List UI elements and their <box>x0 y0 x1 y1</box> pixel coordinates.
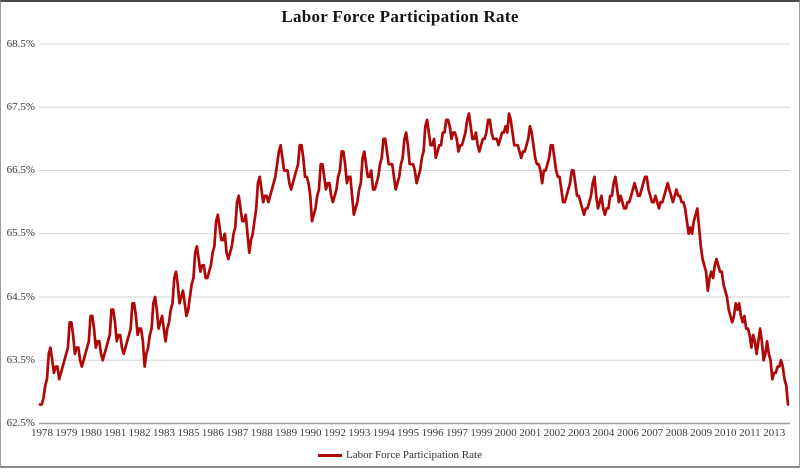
y-axis-tick-label: 65.5% <box>6 227 35 240</box>
x-axis-tick-label: 2001 <box>519 427 542 439</box>
x-axis-tick-label: 1992 <box>323 427 346 439</box>
x-axis-tick-label: 2011 <box>739 427 761 439</box>
x-axis-tick-label: 2004 <box>592 427 615 439</box>
x-axis-tick-label: 1993 <box>348 427 371 439</box>
x-axis-tick-label: 1988 <box>250 427 273 439</box>
x-axis-tick-label: 1987 <box>226 427 249 439</box>
legend: Labor Force Participation Rate <box>1 449 799 461</box>
x-axis-tick-label: 1986 <box>201 427 224 439</box>
x-axis-tick-label: 1978 <box>31 427 53 439</box>
legend-line-swatch <box>318 453 343 457</box>
x-axis-tick-label: 1999 <box>470 427 493 439</box>
y-axis-tick-label: 68.5% <box>6 37 35 50</box>
x-axis-tick-label: 1983 <box>153 427 176 439</box>
x-axis-tick-label: 1997 <box>445 427 468 439</box>
x-axis-tick-label: 1996 <box>421 427 444 439</box>
x-axis-tick-label: 1980 <box>79 427 102 439</box>
x-axis-tick-label: 1990 <box>299 427 322 439</box>
x-axis-tick-label: 2002 <box>543 427 566 439</box>
x-axis-tick-label: 1995 <box>397 427 420 439</box>
x-axis-tick-label: 2010 <box>714 427 737 439</box>
x-axis-tick-label: 2003 <box>568 427 591 439</box>
x-axis-tick-label: 1994 <box>372 427 395 439</box>
legend-label: Labor Force Participation Rate <box>346 449 482 461</box>
x-axis-tick-label: 1979 <box>55 427 78 439</box>
y-axis-tick-label: 62.5% <box>6 417 35 429</box>
x-axis-tick-label: 2008 <box>665 427 688 439</box>
x-axis-tick-label: 1985 <box>177 427 200 439</box>
x-axis-tick-label: 2013 <box>763 427 786 439</box>
y-axis-tick-label: 63.5% <box>6 353 35 366</box>
y-axis-tick-label: 64.5% <box>6 290 35 303</box>
y-axis-tick-label: 67.5% <box>6 100 35 113</box>
x-axis-tick-label: 2006 <box>616 427 639 439</box>
x-axis-tick-label: 1989 <box>275 427 298 439</box>
x-axis-tick-label: 2000 <box>494 427 517 439</box>
y-axis-tick-label: 66.5% <box>6 164 35 176</box>
x-axis-tick-label: 2009 <box>690 427 713 439</box>
lfpr-data-line <box>38 112 790 406</box>
x-axis-tick-label: 2007 <box>641 427 664 439</box>
x-axis-tick-label: 1981 <box>104 427 127 439</box>
x-axis-tick-label: 1982 <box>128 427 151 439</box>
chart-title: Labor Force Participation Rate <box>281 7 519 26</box>
